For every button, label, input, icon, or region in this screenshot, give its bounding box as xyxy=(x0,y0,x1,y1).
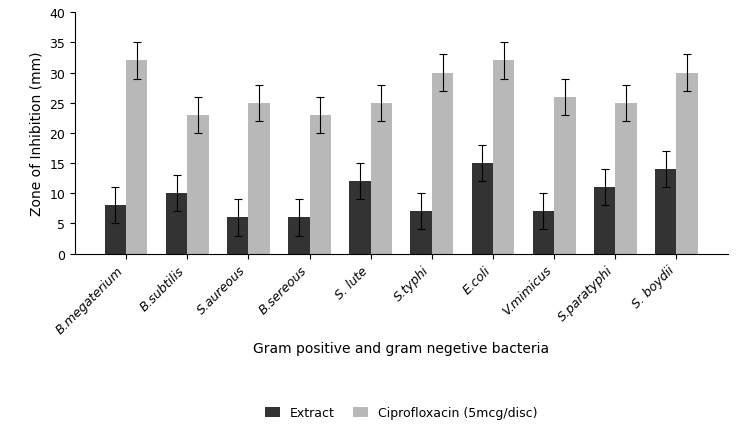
Bar xyxy=(126,61,148,254)
Bar xyxy=(188,116,209,254)
Bar xyxy=(288,218,310,254)
Bar xyxy=(554,98,575,254)
Bar xyxy=(105,206,126,254)
X-axis label: Gram positive and gram negetive bacteria: Gram positive and gram negetive bacteria xyxy=(254,341,549,355)
Bar xyxy=(370,103,392,254)
Bar xyxy=(655,170,676,254)
Bar xyxy=(615,103,637,254)
Bar xyxy=(227,218,248,254)
Bar xyxy=(166,194,188,254)
Bar xyxy=(532,212,554,254)
Bar xyxy=(594,188,615,254)
Bar xyxy=(472,164,493,254)
Bar xyxy=(310,116,331,254)
Bar xyxy=(248,103,270,254)
Bar xyxy=(676,73,698,254)
Bar xyxy=(410,212,432,254)
Y-axis label: Zone of Inhibition (mm): Zone of Inhibition (mm) xyxy=(30,52,44,215)
Bar xyxy=(432,73,453,254)
Bar xyxy=(350,182,370,254)
Bar xyxy=(493,61,514,254)
Legend: Extract, Ciprofloxacin (5mcg/disc): Extract, Ciprofloxacin (5mcg/disc) xyxy=(259,400,544,425)
